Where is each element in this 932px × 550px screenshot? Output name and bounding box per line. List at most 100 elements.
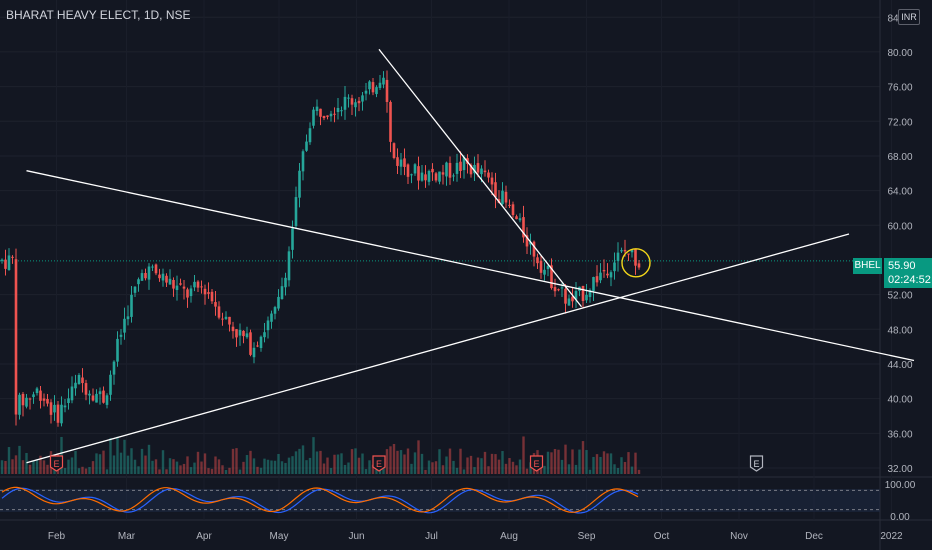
candle-body [228,316,231,325]
currency-button[interactable]: INR [898,9,920,25]
volume-bar [270,460,273,474]
volume-bar [410,463,413,474]
volume-bar [609,453,613,474]
volume-bar [11,459,14,474]
candle-body [207,292,210,294]
candle-body [494,182,497,198]
candle-body [616,252,620,261]
volume-bar [140,448,144,474]
candle-body [592,277,595,291]
candle-body [511,204,515,216]
time-tick-label: May [270,531,289,542]
candle-body [49,402,53,415]
volume-bar [123,439,126,474]
earnings-marker-shape [529,455,544,472]
candle-body [476,163,480,173]
candle-body [245,333,249,338]
candle-body [175,285,179,290]
candle-body [560,287,564,289]
volume-bar [277,453,280,474]
volume-bar [466,457,469,474]
earnings-marker[interactable]: E [529,455,544,472]
candle-body [214,302,217,307]
candle-body [301,151,305,172]
volume-bar [431,462,434,474]
candle-body [294,197,298,226]
oscillator-series-line [1,486,639,513]
volume-bar [347,462,350,474]
volume-bar [329,467,333,474]
volume-bar [616,467,620,474]
candle-body [480,168,483,175]
candle-body [56,404,60,423]
volume-bar [105,469,109,474]
candle-body [382,77,385,85]
volume-bar [175,461,179,474]
candle-body [417,166,420,181]
candle-body [179,283,182,285]
candle-body [165,275,168,283]
volume-bar [354,448,357,474]
volume-bar [112,455,116,474]
volume-bar [392,443,396,474]
candle-body [154,264,158,274]
candle-body [203,288,207,295]
volume-bar [294,451,298,474]
volume-bar [46,464,49,474]
candle-body [525,235,529,247]
candle-body [452,175,455,177]
time-tick-label: Jul [425,531,438,542]
volume-bar [130,448,133,474]
time-tick-label: Mar [118,531,136,542]
candle-body [35,388,39,394]
earnings-marker[interactable]: E [372,455,386,472]
candle-body [259,336,263,348]
oscillator-tick-label: 0.00 [890,512,910,523]
volume-bar [116,436,119,474]
volume-bar [231,448,235,474]
candle-body [406,164,410,177]
volume-bar [74,450,77,474]
volume-bar [574,464,578,474]
symbol-title[interactable]: BHARAT HEAVY ELECT, 1D, NSE [6,8,191,22]
oscillator-series-line [1,487,639,514]
time-tick-label: Dec [805,531,823,542]
volume-bar [494,454,497,474]
candle-body [312,109,315,126]
time-tick-label: 2022 [880,531,903,542]
volume-bar [252,458,256,474]
volume-bar [151,460,154,474]
candle-body [84,383,88,395]
volume-bar [483,451,487,474]
candle-body [403,158,406,167]
candle-body [462,157,466,171]
candle-body [536,257,539,264]
earnings-marker[interactable]: E [49,455,64,472]
candle-body [249,332,252,355]
volume-bar [599,456,602,474]
candle-body [319,108,322,117]
volume-bar [42,460,46,474]
volume-bar [417,440,420,474]
earnings-marker[interactable]: E [749,455,764,472]
trendlines[interactable] [26,48,915,464]
candle-body [196,281,200,288]
trendline [378,48,583,308]
candle-body [123,318,126,333]
volume-bar [154,459,158,474]
earnings-marker-label: E [753,459,759,469]
time-tick-label: Apr [196,531,212,542]
volume-bar [39,455,42,474]
candle-body [483,170,487,173]
candle-body [210,291,214,302]
oscillator-band [0,489,880,512]
volume-bar [403,454,406,474]
candle-body [553,287,557,292]
time-axis[interactable]: Feb Mar Apr May Jun Jul Aug Sep Oct Nov Dec 2022 [48,531,903,542]
volume-bar [368,460,371,474]
candle-body [396,157,399,166]
candle-body [371,82,375,93]
candle-body [60,404,63,424]
